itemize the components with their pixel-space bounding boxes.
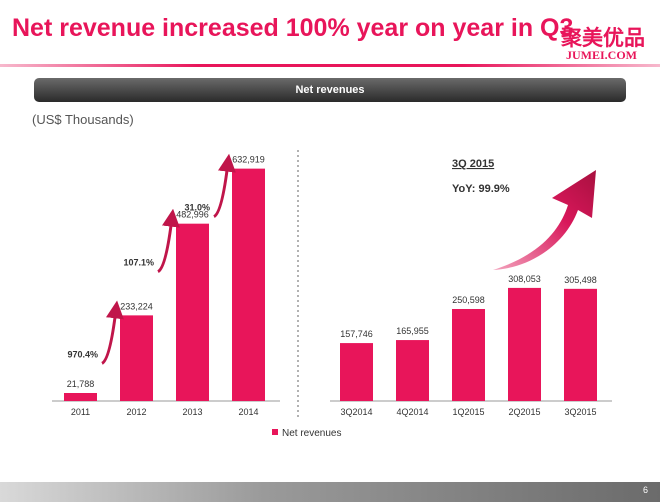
legend-label: Net revenues — [282, 428, 341, 439]
bar-1Q2015 — [452, 308, 485, 401]
bar-4Q2014 — [396, 340, 429, 401]
quarter-annotation-title: 3Q 2015 — [452, 158, 494, 170]
value-label-1Q2015: 250,598 — [452, 295, 485, 305]
yoy-growth-annotation: YoY: 99.9% — [452, 183, 510, 195]
bar-2013 — [176, 223, 209, 401]
jumei-logo-wordmark: JUMEI.COM — [566, 48, 637, 62]
page-number: 6 — [642, 485, 648, 495]
growth-annotation-0: 970.4% — [67, 349, 98, 359]
net-revenue-chart: 21,788 2011 233,224 2012 482,996 2013 632,919 2… — [52, 150, 612, 439]
slide-footer — [0, 482, 660, 502]
growth-arrow-icon — [101, 300, 124, 365]
value-label-2011: 21,788 — [67, 379, 95, 389]
category-label-2Q2015: 2Q2015 — [508, 407, 540, 417]
value-label-2012: 233,224 — [120, 301, 153, 311]
jumei-logo: 聚美优品 — [561, 26, 645, 50]
category-label-1Q2015: 1Q2015 — [452, 407, 484, 417]
value-label-2014: 632,919 — [232, 155, 265, 165]
slide-title: Net revenue increased 100% year on year … — [12, 14, 574, 42]
category-label-2013: 2013 — [182, 407, 202, 417]
unit-label: (US$ Thousands) — [32, 112, 134, 127]
category-label-4Q2014: 4Q2014 — [396, 407, 428, 417]
title-divider — [0, 64, 660, 67]
category-label-2012: 2012 — [126, 407, 146, 417]
growth-arrow-icon — [493, 170, 596, 270]
value-label-3Q2014: 157,746 — [340, 329, 373, 339]
category-label-3Q2014: 3Q2014 — [340, 407, 372, 417]
bar-2Q2015 — [508, 287, 541, 401]
bar-2012 — [120, 315, 153, 401]
growth-arrow-icon — [157, 208, 180, 274]
growth-annotation-1: 107.1% — [123, 258, 154, 268]
bar-2014 — [232, 168, 265, 401]
category-label-2014: 2014 — [238, 407, 258, 417]
bar-2011 — [64, 393, 97, 401]
value-label-2Q2015: 308,053 — [508, 274, 541, 284]
value-label-3Q2015: 305,498 — [564, 275, 597, 285]
value-label-2013: 482,996 — [176, 210, 209, 220]
legend-swatch — [272, 429, 278, 435]
value-label-4Q2014: 165,955 — [396, 326, 429, 336]
section-banner: Net revenues — [34, 78, 626, 102]
growth-annotation-2: 31.0% — [184, 203, 210, 213]
chart-legend: Net revenues — [272, 428, 341, 439]
growth-arrow-icon — [213, 153, 236, 218]
bar-3Q2014 — [340, 343, 373, 401]
category-label-3Q2015: 3Q2015 — [564, 407, 596, 417]
category-label-2011: 2011 — [71, 407, 90, 417]
bar-3Q2015 — [564, 288, 597, 401]
